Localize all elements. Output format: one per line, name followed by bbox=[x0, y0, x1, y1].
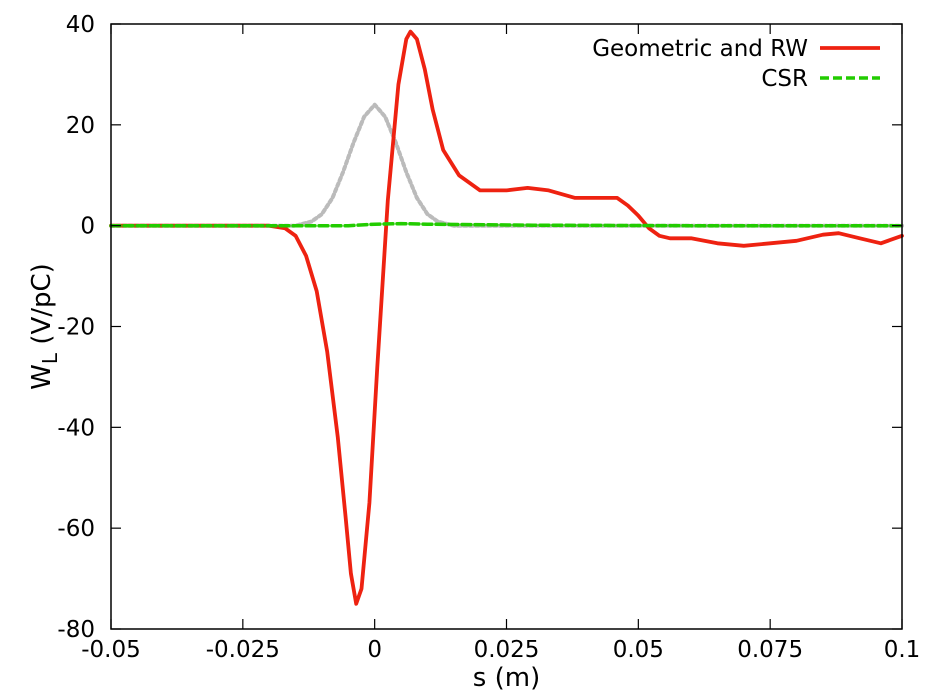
plot-frame bbox=[110, 23, 903, 630]
x-tick-label: -0.05 bbox=[81, 637, 141, 663]
series-line-charge-distribution bbox=[109, 102, 904, 228]
y-tick-label: -40 bbox=[57, 415, 95, 441]
y-tick-label: 20 bbox=[66, 113, 95, 139]
ticks-layer bbox=[110, 23, 903, 630]
y-tick-label: 40 bbox=[66, 12, 95, 38]
tick-labels-layer: -0.05 -0.025 0 0.025 0.05 0.075 0.1 -80 -60 -40 -2… bbox=[57, 12, 920, 663]
x-tick-label: 0.1 bbox=[884, 637, 921, 663]
legend-label-geometric-rw: Geometric and RW bbox=[592, 36, 808, 62]
y-axis-title: WL (V/pC) bbox=[27, 263, 62, 390]
x-tick-label: -0.025 bbox=[206, 637, 280, 663]
x-tick-label: 0 bbox=[367, 637, 382, 663]
legend-label-csr: CSR bbox=[761, 66, 808, 92]
series-line-csr bbox=[109, 221, 904, 228]
y-axis-title-unit: (V/pC) bbox=[27, 263, 57, 353]
x-tick-label: 0.025 bbox=[474, 637, 540, 663]
x-tick-label: 0.075 bbox=[737, 637, 803, 663]
y-tick-label: -80 bbox=[57, 617, 95, 643]
series-layer bbox=[109, 29, 904, 606]
legend: Geometric and RW CSR bbox=[592, 36, 880, 92]
series-line-geometric-and-rw bbox=[109, 29, 904, 606]
x-tick-label: 0.05 bbox=[613, 637, 664, 663]
y-axis-title-main: W bbox=[27, 364, 57, 390]
y-tick-label: 0 bbox=[80, 214, 95, 240]
y-axis-title-subscript: L bbox=[38, 352, 62, 364]
x-axis-title: s (m) bbox=[473, 663, 540, 693]
y-tick-label: -20 bbox=[57, 315, 95, 341]
y-tick-label: -60 bbox=[57, 516, 95, 542]
